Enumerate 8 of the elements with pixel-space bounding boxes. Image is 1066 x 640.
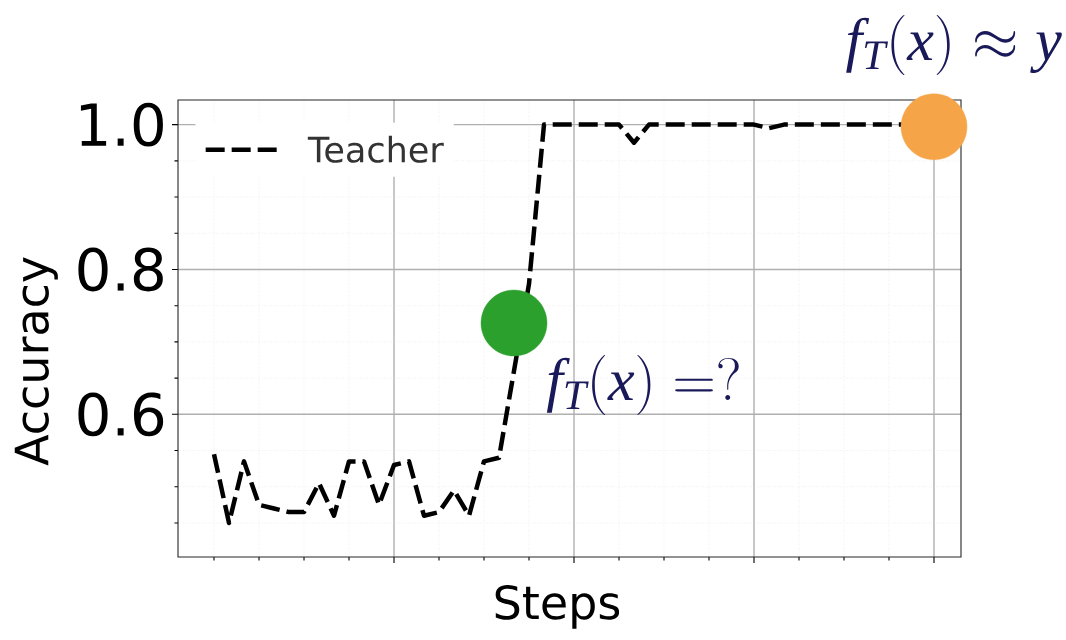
text: $f_T(x) \approx y$ (846, 15, 1062, 76)
y-tick-label: 0.6 (78, 392, 164, 437)
x-axis-title: Steps (495, 584, 620, 629)
y-tick-label: 1.0 (80, 102, 163, 147)
annotation: $f_T(x) = ?$ (546, 355, 739, 416)
y-tick-label: 0.8 (78, 247, 163, 292)
y-axis-title: Accuracy (14, 257, 58, 466)
legend-label: Teacher (307, 135, 444, 163)
